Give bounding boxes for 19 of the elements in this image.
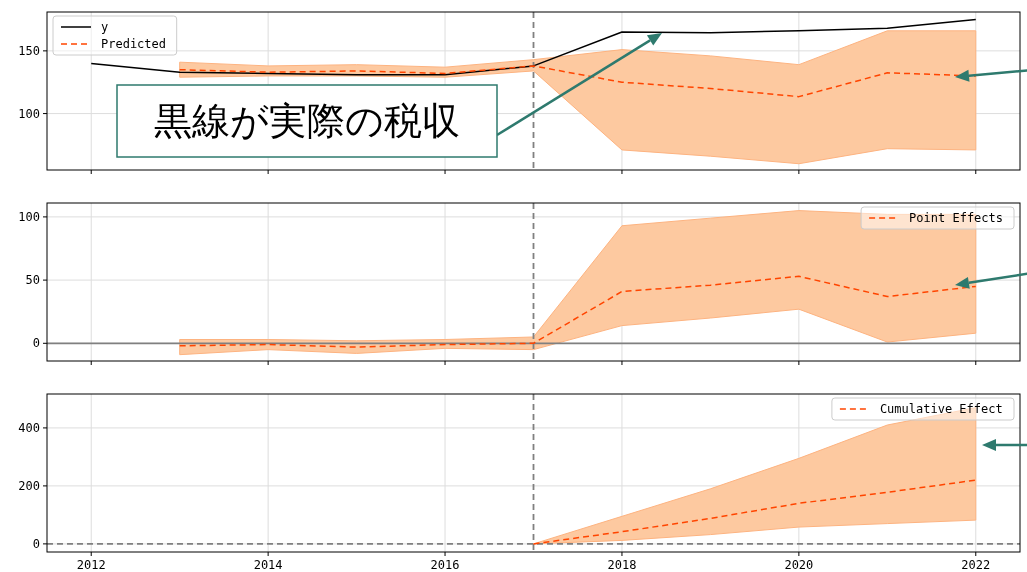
x-tick-label: 2016 — [430, 558, 460, 572]
y-tick-label: 50 — [25, 273, 40, 288]
x-tick-label: 2018 — [607, 558, 637, 572]
legend-label: y — [101, 20, 109, 34]
y-tick-label: 200 — [18, 478, 40, 493]
x-tick-label: 2014 — [253, 558, 283, 572]
y-tick-label: 0 — [32, 336, 40, 351]
y-tick-label: 100 — [18, 106, 40, 121]
y-tick-label: 100 — [18, 209, 40, 224]
y-tick-label: 150 — [18, 43, 40, 58]
legend-label: Point Effects — [909, 211, 1004, 225]
x-tick-label: 2012 — [76, 558, 106, 572]
y-tick-label: 400 — [18, 420, 40, 435]
annotation: 黒線が実際の税収 — [154, 99, 460, 143]
y-tick-label: 0 — [32, 536, 40, 551]
x-tick-label: 2020 — [784, 558, 814, 572]
x-tick-label: 2022 — [961, 558, 991, 572]
legend-label: Predicted — [101, 37, 167, 51]
legend-label: Cumulative Effect — [879, 402, 1003, 416]
